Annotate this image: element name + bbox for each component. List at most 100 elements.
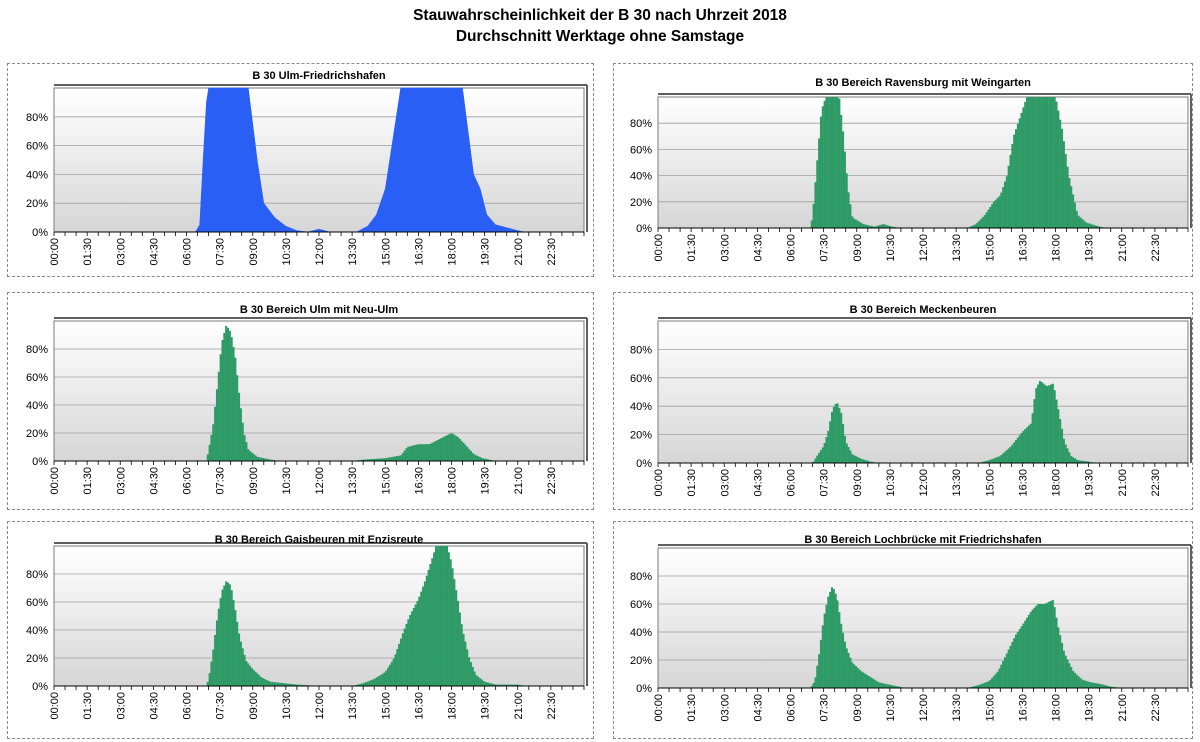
bar (847, 447, 850, 463)
bar (983, 461, 986, 463)
x-tick-label: 15:00 (984, 694, 996, 722)
bar (1000, 192, 1003, 228)
bar (215, 620, 218, 686)
x-tick-label: 18:00 (447, 692, 459, 720)
y-tick-label: 80% (630, 344, 652, 356)
bar (991, 204, 994, 228)
bar (263, 458, 266, 461)
page-title-line2: Durchschnitt Werktage ohne Samstage (455, 28, 745, 45)
bar (469, 662, 472, 686)
x-tick-label: 03:00 (115, 238, 127, 266)
x-tick-label: 06:00 (786, 694, 798, 722)
bar (823, 443, 826, 463)
bar (359, 683, 362, 686)
bar (1064, 153, 1067, 228)
bar (1072, 457, 1075, 463)
bar (1095, 683, 1099, 688)
x-tick-label: 12:00 (314, 692, 326, 720)
bar (444, 546, 447, 686)
bar (989, 679, 992, 688)
bar (409, 446, 412, 461)
x-tick-label: 07:30 (819, 694, 831, 722)
y-tick-label: 60% (26, 372, 48, 384)
bar (276, 682, 279, 686)
bar (515, 684, 518, 686)
chart-panel-meckenbeuren: B 30 Bereich Meckenbeuren 0% 20% 40% 60% 80% 0… (613, 292, 1193, 510)
bar (482, 458, 485, 461)
bar (359, 459, 362, 461)
bar (447, 552, 450, 686)
bar (1086, 681, 1089, 688)
bar (1112, 686, 1115, 688)
x-tick-label: 13:30 (951, 234, 963, 262)
bar (206, 454, 209, 461)
bar (210, 434, 213, 461)
x-tick-label: 09:00 (248, 467, 260, 495)
bar (816, 160, 819, 228)
bar (829, 97, 832, 228)
bar (871, 678, 874, 688)
bar (377, 676, 380, 686)
bar (842, 423, 845, 463)
bar (980, 684, 983, 688)
bar (245, 442, 248, 461)
bar (239, 408, 242, 461)
bar (243, 654, 246, 686)
bar (1007, 448, 1010, 463)
bar (1051, 600, 1054, 688)
bar (1026, 427, 1029, 463)
x-tick-label: 00:00 (49, 238, 61, 266)
bar (471, 452, 474, 461)
bar (433, 552, 436, 686)
bar (267, 680, 270, 686)
bar (1020, 112, 1023, 228)
bar (1009, 154, 1012, 228)
bar (1079, 460, 1082, 463)
bar (821, 447, 824, 463)
bar (423, 444, 426, 461)
bar (280, 682, 283, 686)
bar (291, 684, 294, 686)
bar (228, 330, 231, 461)
bar (372, 679, 375, 686)
bar (267, 459, 270, 461)
bar (451, 568, 454, 686)
x-tick-label: 07:30 (819, 234, 831, 262)
chart-svg: B 30 Bereich Meckenbeuren 0% 20% 40% 60% 80% 0… (630, 304, 1192, 497)
bar (370, 459, 373, 461)
bar (1002, 187, 1005, 228)
bar (1022, 430, 1025, 463)
bar (473, 454, 476, 461)
bar (442, 546, 445, 686)
bar (843, 641, 846, 688)
bar (970, 686, 973, 688)
bar (403, 628, 406, 686)
bar (1042, 97, 1045, 228)
x-tick-label: 22:30 (546, 238, 558, 266)
bar (475, 455, 478, 461)
bar (888, 225, 891, 228)
bar (1029, 611, 1032, 688)
bar (249, 665, 252, 686)
bar (484, 458, 487, 461)
bar (1048, 601, 1051, 688)
bar (445, 435, 449, 461)
bar (1084, 461, 1087, 463)
bar (477, 676, 480, 686)
x-tick-label: 04:30 (752, 694, 764, 722)
bar (889, 684, 892, 688)
bar (829, 591, 832, 688)
bar (357, 684, 360, 686)
bar (396, 649, 399, 686)
bar (1088, 681, 1091, 688)
bar (416, 600, 419, 686)
y-tick-label: 80% (26, 112, 48, 124)
y-tick-label: 40% (26, 169, 48, 181)
bar (457, 437, 460, 461)
bar (1068, 452, 1071, 463)
bar (856, 220, 859, 228)
bar (383, 458, 386, 461)
bar (469, 450, 472, 461)
bar (823, 613, 826, 688)
bar (287, 683, 290, 686)
